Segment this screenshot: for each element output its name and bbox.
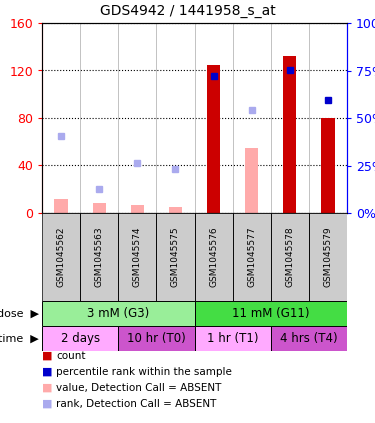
- Text: GSM1045574: GSM1045574: [133, 226, 142, 287]
- Text: GDS4942 / 1441958_s_at: GDS4942 / 1441958_s_at: [100, 5, 275, 19]
- Text: 10 hr (T0): 10 hr (T0): [127, 332, 186, 345]
- Bar: [309, 213, 347, 301]
- Text: count: count: [56, 351, 86, 361]
- Text: 2 days: 2 days: [61, 332, 100, 345]
- Bar: [93, 203, 106, 213]
- Text: percentile rank within the sample: percentile rank within the sample: [56, 367, 232, 377]
- Bar: [130, 205, 144, 213]
- Bar: [271, 326, 347, 351]
- Bar: [195, 301, 347, 326]
- Bar: [42, 326, 118, 351]
- Text: dose  ▶: dose ▶: [0, 308, 39, 319]
- Bar: [156, 213, 195, 301]
- Text: rank, Detection Call = ABSENT: rank, Detection Call = ABSENT: [56, 399, 216, 409]
- Bar: [195, 326, 271, 351]
- Text: 3 mM (G3): 3 mM (G3): [87, 307, 149, 320]
- Bar: [80, 213, 118, 301]
- Bar: [245, 148, 258, 213]
- Text: ■: ■: [42, 367, 52, 377]
- Bar: [169, 207, 182, 213]
- Text: GSM1045576: GSM1045576: [209, 226, 218, 287]
- Text: ■: ■: [42, 383, 52, 393]
- Text: value, Detection Call = ABSENT: value, Detection Call = ABSENT: [56, 383, 221, 393]
- Bar: [283, 56, 297, 213]
- Text: GSM1045578: GSM1045578: [285, 226, 294, 287]
- Bar: [321, 118, 334, 213]
- Bar: [271, 213, 309, 301]
- Text: time  ▶: time ▶: [0, 333, 39, 343]
- Text: 1 hr (T1): 1 hr (T1): [207, 332, 258, 345]
- Text: ■: ■: [42, 351, 52, 361]
- Bar: [232, 213, 271, 301]
- Text: GSM1045562: GSM1045562: [57, 226, 66, 287]
- Bar: [54, 199, 68, 213]
- Bar: [118, 213, 156, 301]
- Text: GSM1045575: GSM1045575: [171, 226, 180, 287]
- Text: GSM1045577: GSM1045577: [247, 226, 256, 287]
- Text: GSM1045563: GSM1045563: [94, 226, 104, 287]
- Text: 11 mM (G11): 11 mM (G11): [232, 307, 309, 320]
- Bar: [118, 326, 195, 351]
- Bar: [42, 213, 80, 301]
- Text: GSM1045579: GSM1045579: [323, 226, 332, 287]
- Text: ■: ■: [42, 399, 52, 409]
- Bar: [207, 65, 220, 213]
- Bar: [42, 301, 195, 326]
- Text: 4 hrs (T4): 4 hrs (T4): [280, 332, 338, 345]
- Bar: [195, 213, 232, 301]
